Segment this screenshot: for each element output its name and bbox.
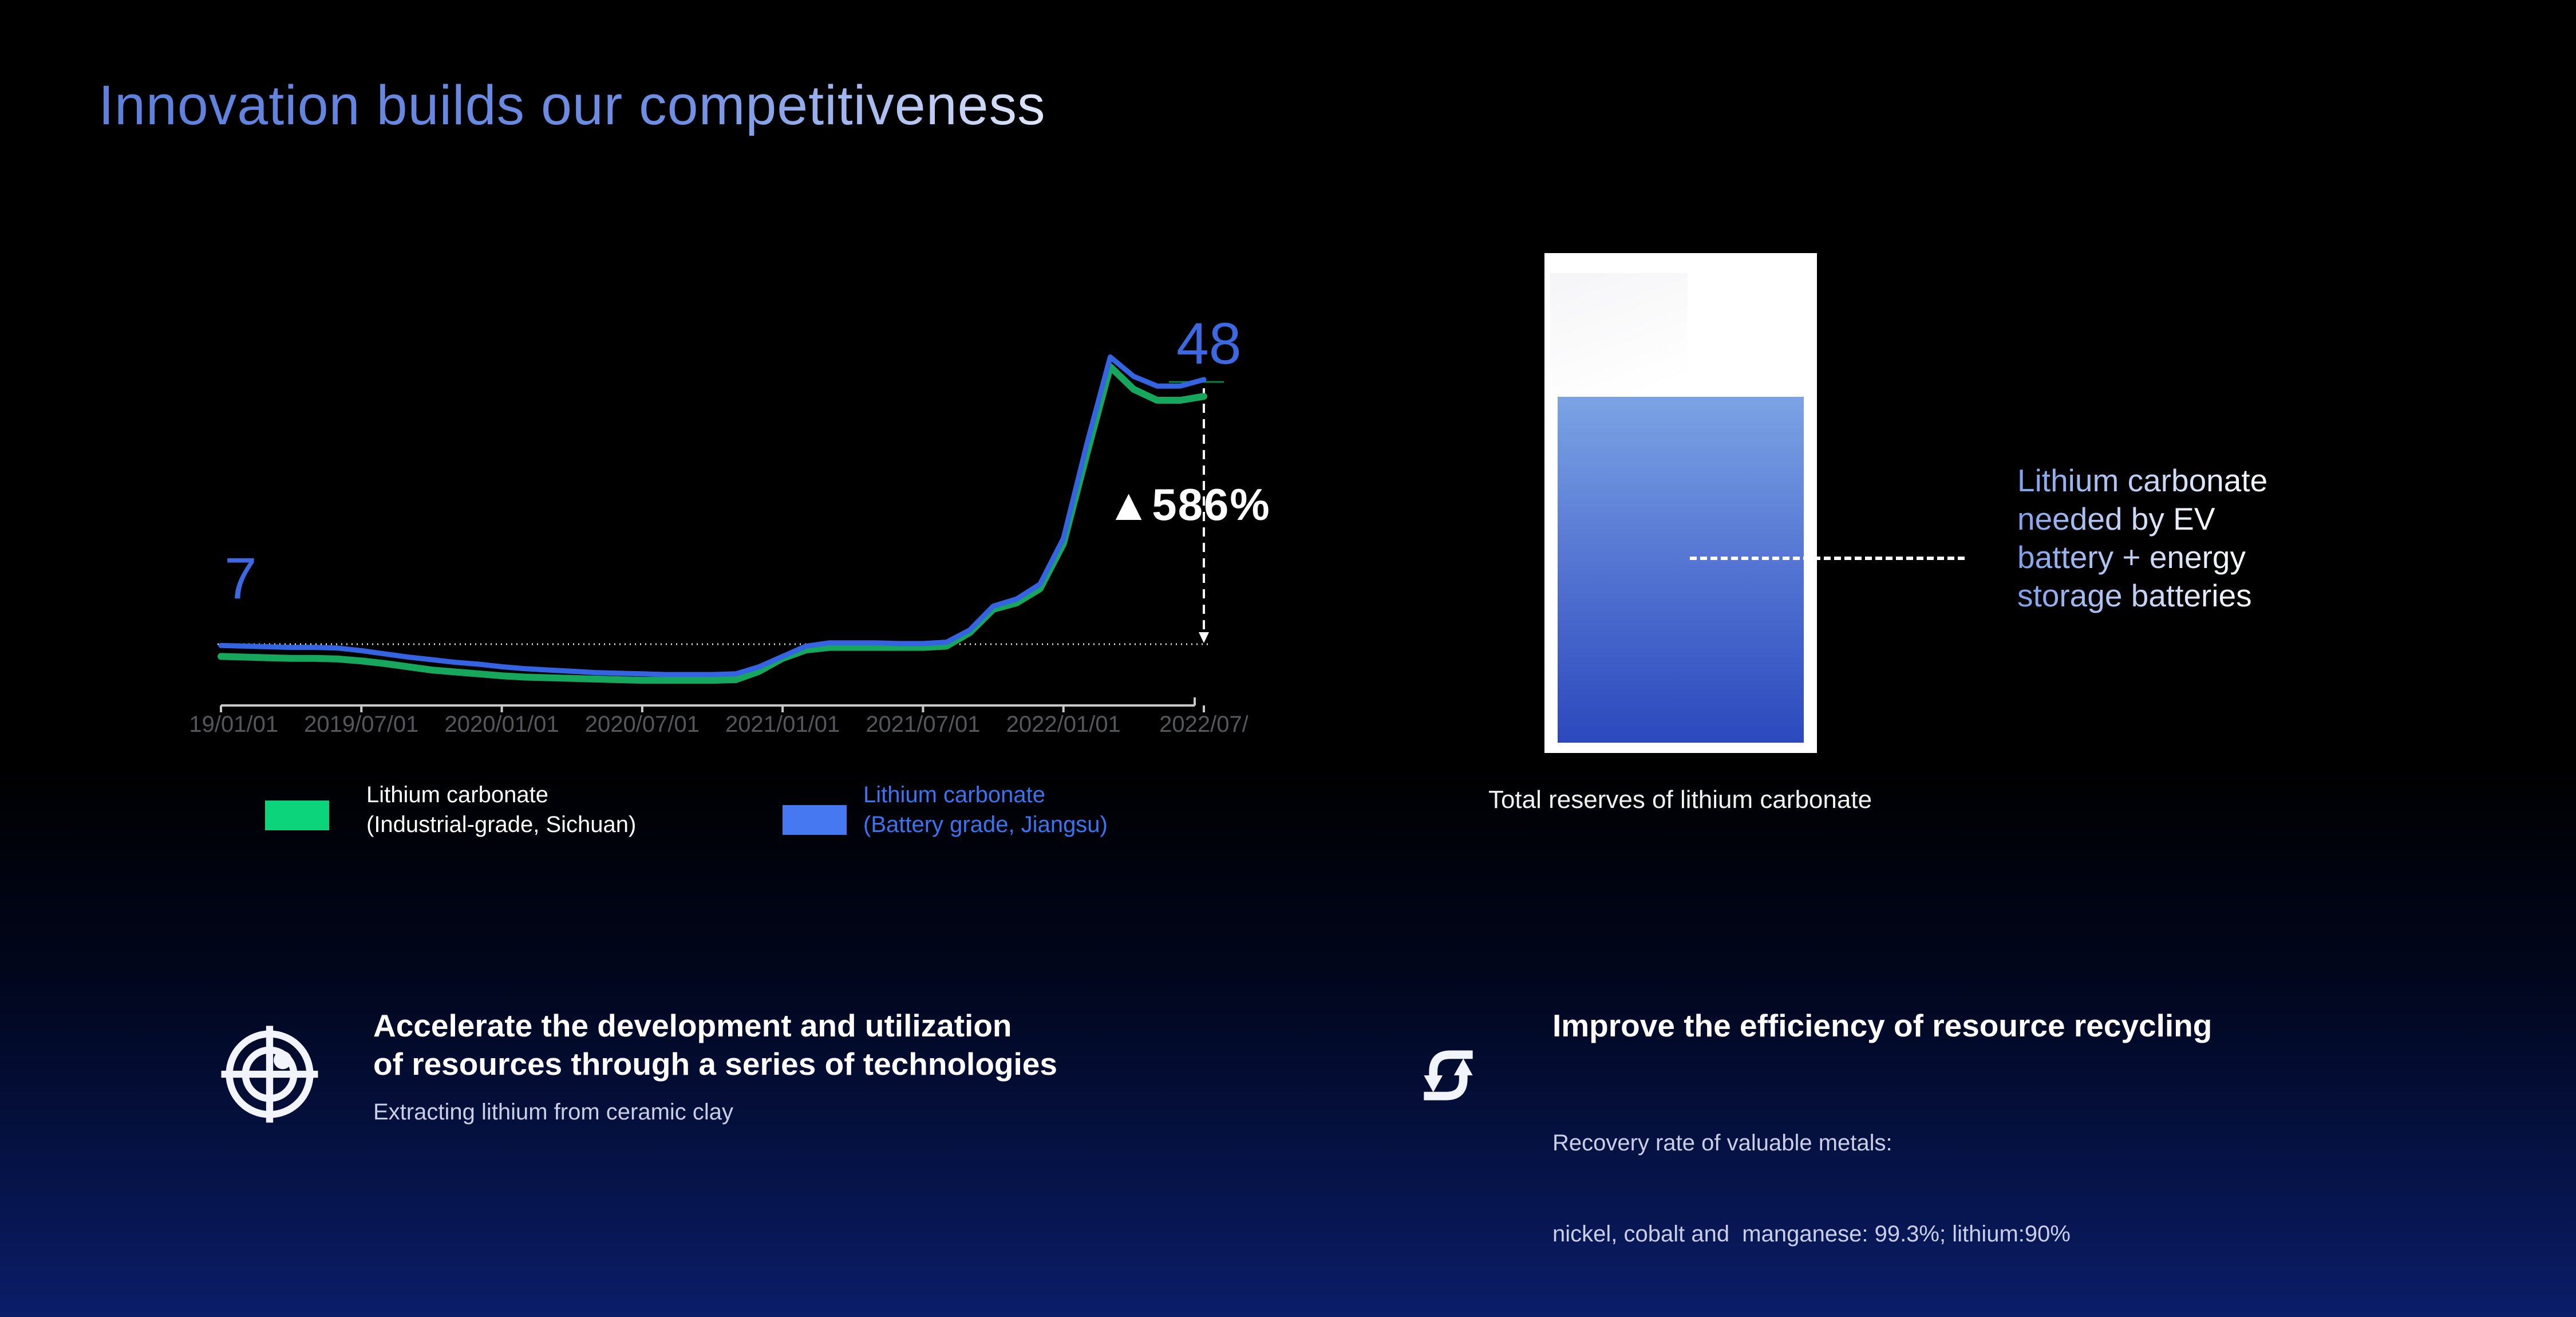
- series-line-battery: [218, 354, 1207, 677]
- reserves-bar-fill: [1558, 397, 1804, 743]
- legend-label-battery-line1: Lithium carbonate: [863, 782, 1045, 807]
- x-axis-label: 2019/01/01: [189, 712, 278, 737]
- x-axis-label: 2022/07/: [1159, 712, 1248, 737]
- x-axis-label: 2020/07/01: [585, 712, 700, 737]
- reserves-caption: Total reserves of lithium carbonate: [1488, 786, 1872, 814]
- legend-label-battery: Lithium carbonate (Battery grade, Jiangs…: [863, 780, 1108, 839]
- page-title: Innovation builds our competitiveness: [98, 74, 1046, 136]
- target-icon: [221, 1026, 318, 1123]
- x-axis-label: 2022/01/01: [1006, 712, 1121, 737]
- reserves-note-line3: battery + energy: [2017, 538, 2246, 577]
- legend-swatch-battery: [783, 805, 847, 835]
- feature-left-heading-line1: Accelerate the development and utilizati…: [373, 1008, 1012, 1043]
- legend-swatch-industrial: [265, 801, 329, 830]
- leader-dashed-line: [1690, 557, 1965, 560]
- reserves-note-line1: Lithium carbonate: [2017, 462, 2267, 500]
- feature-left-heading-line2: of resources through a series of technol…: [373, 1046, 1057, 1082]
- legend-label-industrial: Lithium carbonate (Industrial-grade, Sic…: [366, 780, 636, 839]
- x-axis-label: 2019/07/01: [304, 712, 418, 737]
- reserves-note-line2: needed by EV: [2017, 500, 2215, 538]
- end-value-label: 48: [1176, 311, 1242, 376]
- reserves-bar: [1544, 253, 1817, 753]
- legend-label-industrial-line2: (Industrial-grade, Sichuan): [366, 812, 637, 837]
- x-axis-label: 2021/07/01: [866, 712, 980, 737]
- feature-left-subtext: Extracting lithium from ceramic clay: [373, 1099, 734, 1125]
- feature-left-heading: Accelerate the development and utilizati…: [373, 1007, 1057, 1083]
- reserves-note: Lithium carbonate needed by EV battery +…: [2017, 462, 2267, 615]
- feature-right-subtext-line1: Recovery rate of valuable metals:: [1552, 1130, 1893, 1156]
- x-axis-label: 2020/01/01: [444, 712, 559, 737]
- recycle-icon: [1424, 1050, 1473, 1101]
- legend-label-industrial-line1: Lithium carbonate: [366, 782, 548, 807]
- series-line-industrial: [218, 363, 1207, 684]
- down-arrow-icon: [1199, 632, 1209, 643]
- feature-right-subtext-line2: nickel, cobalt and manganese: 99.3%; lit…: [1552, 1221, 2071, 1247]
- price-chart: 2019/01/01 2019/07/01 2020/01/01 2020/07/01…: [189, 354, 1248, 737]
- feature-right-heading: Improve the efficiency of resource recyc…: [1552, 1008, 2212, 1043]
- x-axis-label: 2021/01/01: [725, 712, 840, 737]
- feature-right-subtext: Recovery rate of valuable metals: nickel…: [1552, 1067, 2071, 1310]
- reserves-note-line4: storage batteries: [2017, 577, 2252, 615]
- legend-label-battery-line2: (Battery grade, Jiangsu): [863, 812, 1108, 837]
- change-percent-label: ▲586%: [1107, 479, 1271, 530]
- start-value-label: 7: [224, 546, 257, 611]
